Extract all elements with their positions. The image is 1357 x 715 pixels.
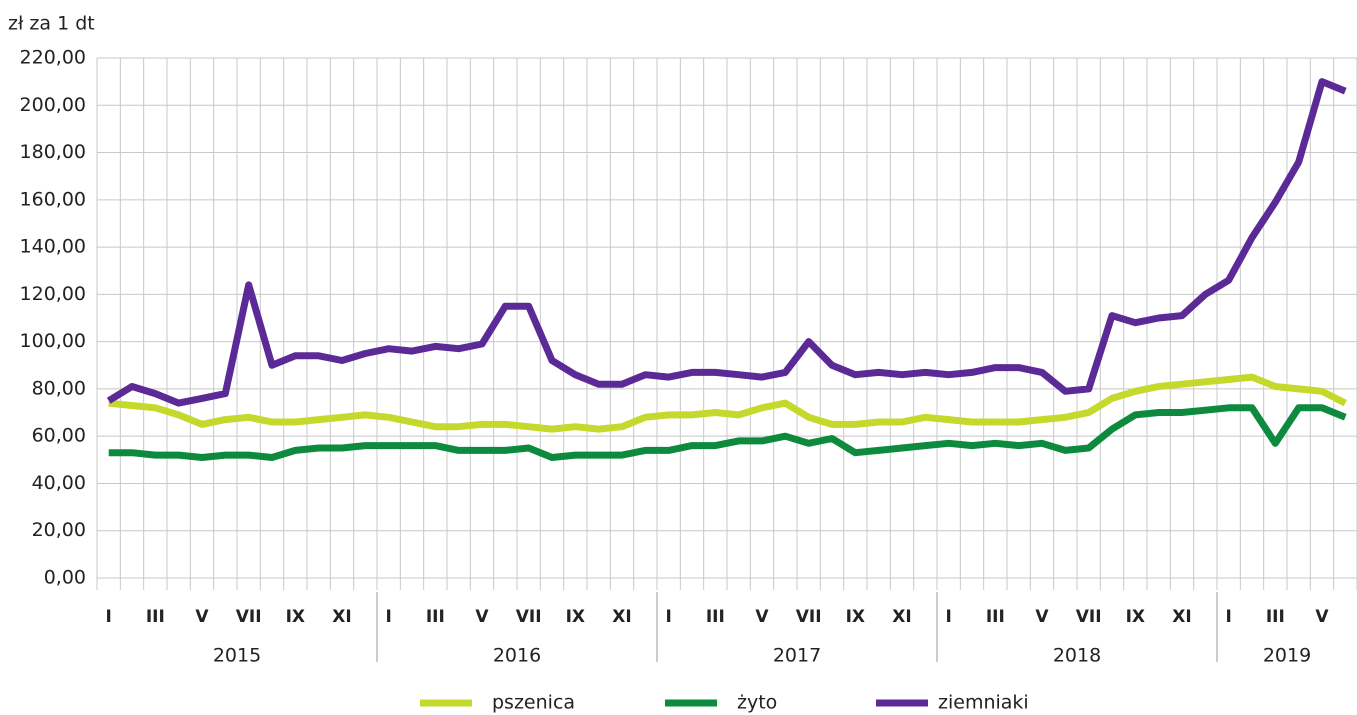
x-tick-label: V bbox=[755, 607, 769, 627]
year-label: 2017 bbox=[773, 645, 821, 667]
x-tick-label: I bbox=[106, 607, 112, 627]
x-tick-label: V bbox=[195, 607, 209, 627]
x-tick-label: I bbox=[1226, 607, 1232, 627]
y-tick-label: 160,00 bbox=[20, 188, 86, 210]
x-tick-label: IX bbox=[1126, 607, 1145, 627]
x-tick-label: VII bbox=[516, 607, 542, 627]
series-line bbox=[108, 404, 1347, 461]
x-tick-label: XI bbox=[332, 607, 351, 627]
y-tick-label: 120,00 bbox=[20, 283, 86, 305]
year-label: 2019 bbox=[1263, 645, 1311, 667]
x-tick-label: I bbox=[666, 607, 672, 627]
x-tick-label: III bbox=[146, 607, 165, 627]
x-tick-label: VII bbox=[796, 607, 822, 627]
x-tick-label: III bbox=[426, 607, 445, 627]
x-tick-label: I bbox=[946, 607, 952, 627]
y-tick-label: 180,00 bbox=[20, 141, 86, 163]
y-tick-label: 80,00 bbox=[32, 377, 86, 399]
year-label: 2018 bbox=[1053, 645, 1101, 667]
x-tick-label: XI bbox=[892, 607, 911, 627]
x-tick-label: I bbox=[386, 607, 392, 627]
y-tick-label: 200,00 bbox=[20, 94, 86, 116]
x-tick-label: XI bbox=[1172, 607, 1191, 627]
x-tick-label: V bbox=[475, 607, 489, 627]
y-tick-label: 20,00 bbox=[32, 519, 86, 541]
x-tick-label: VII bbox=[236, 607, 262, 627]
legend-label: żyto bbox=[737, 692, 777, 714]
y-tick-label: 100,00 bbox=[20, 330, 86, 352]
y-tick-label: 140,00 bbox=[20, 236, 86, 258]
legend-label: ziemniaki bbox=[938, 692, 1029, 714]
year-label: 2016 bbox=[493, 645, 541, 667]
x-tick-label: III bbox=[1266, 607, 1285, 627]
x-tick-label: IX bbox=[566, 607, 585, 627]
y-tick-label: 40,00 bbox=[32, 472, 86, 494]
y-tick-label: 60,00 bbox=[32, 425, 86, 447]
y-axis-label: zł za 1 dt bbox=[8, 13, 95, 35]
x-tick-label: XI bbox=[612, 607, 631, 627]
x-tick-label: III bbox=[706, 607, 725, 627]
series-line bbox=[106, 78, 1347, 407]
x-tick-label: V bbox=[1315, 607, 1329, 627]
x-tick-label: III bbox=[986, 607, 1005, 627]
legend-label: pszenica bbox=[492, 692, 575, 714]
year-label: 2015 bbox=[213, 645, 261, 667]
x-tick-label: IX bbox=[286, 607, 305, 627]
x-tick-label: VII bbox=[1076, 607, 1102, 627]
y-tick-label: 0,00 bbox=[44, 567, 86, 589]
series-line bbox=[108, 373, 1347, 433]
x-tick-label: V bbox=[1035, 607, 1049, 627]
y-tick-label: 220,00 bbox=[20, 47, 86, 69]
x-tick-label: IX bbox=[846, 607, 865, 627]
